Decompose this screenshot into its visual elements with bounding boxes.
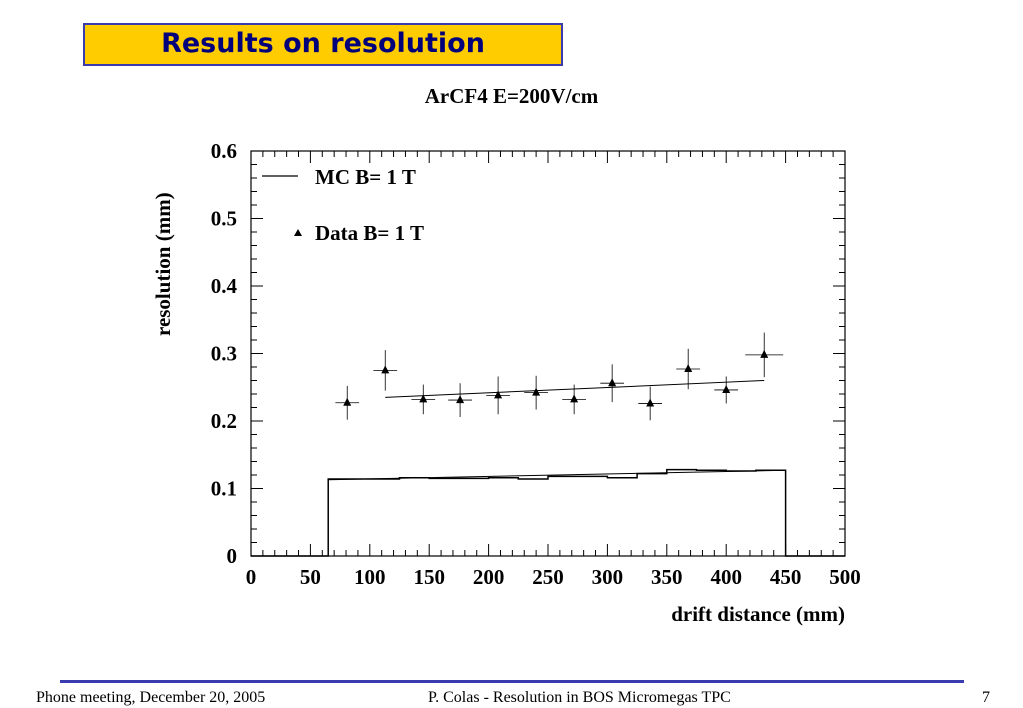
data-points <box>335 332 784 421</box>
mc-histogram-outline <box>251 468 845 557</box>
y-axis-label: resolution (mm) <box>151 192 175 336</box>
data-point <box>684 364 693 373</box>
data-point <box>760 349 769 358</box>
y-tick-label: 0.3 <box>211 342 237 366</box>
data-point <box>608 378 617 387</box>
y-tick-label: 0 <box>227 544 238 568</box>
footer-author: P. Colas - Resolution in BOS Micromegas … <box>428 689 731 706</box>
x-tick-label: 300 <box>592 565 624 589</box>
chart-title: ArCF4 E=200V/cm <box>424 84 599 108</box>
data-fit-line <box>385 380 765 398</box>
legend-data-marker <box>294 229 302 236</box>
axis-ticks <box>250 150 846 557</box>
x-axis-label: drift distance (mm) <box>671 602 845 626</box>
y-tick-label: 0.6 <box>211 139 237 163</box>
data-point <box>722 384 731 393</box>
x-tick-label: 400 <box>710 565 742 589</box>
x-tick-label: 250 <box>532 565 564 589</box>
data-point <box>646 398 655 407</box>
footer-meeting: Phone meeting, December 20, 2005 <box>36 689 266 706</box>
x-tick-label: 100 <box>354 565 386 589</box>
slide-title-box: Results on resolution <box>83 23 563 66</box>
x-tick-labels: 0 50 100 150 200 250 300 350 400 450 500 <box>246 565 861 589</box>
y-tick-label: 0.5 <box>211 207 237 231</box>
plot-frame <box>250 150 846 557</box>
y-tick-label: 0.1 <box>211 477 237 501</box>
x-tick-label: 450 <box>770 565 802 589</box>
x-tick-label: 50 <box>300 565 321 589</box>
data-point <box>419 394 428 403</box>
legend: MC B= 1 T Data B= 1 T <box>262 165 424 245</box>
data-point <box>494 390 503 399</box>
x-tick-label: 500 <box>829 565 861 589</box>
y-tick-label: 0.4 <box>211 274 238 298</box>
data-point <box>570 394 579 403</box>
x-tick-label: 0 <box>246 565 257 589</box>
data-point <box>381 365 390 374</box>
y-tick-labels: 0 0.1 0.2 0.3 0.4 0.5 0.6 <box>211 139 238 568</box>
footer-page-number: 7 <box>982 689 990 706</box>
x-tick-label: 150 <box>413 565 445 589</box>
x-tick-label: 200 <box>473 565 505 589</box>
fit-lines <box>385 380 765 398</box>
legend-data-label: Data B= 1 T <box>315 221 424 245</box>
data-point <box>456 395 465 404</box>
slide-title: Results on resolution <box>161 28 485 59</box>
data-point <box>532 387 541 396</box>
mc-fit-line <box>328 469 786 481</box>
mc-histogram <box>251 468 845 557</box>
footer-divider <box>60 680 964 683</box>
data-point <box>343 397 352 406</box>
legend-mc-label: MC B= 1 T <box>315 165 416 189</box>
x-tick-label: 350 <box>651 565 683 589</box>
y-tick-label: 0.2 <box>211 409 237 433</box>
